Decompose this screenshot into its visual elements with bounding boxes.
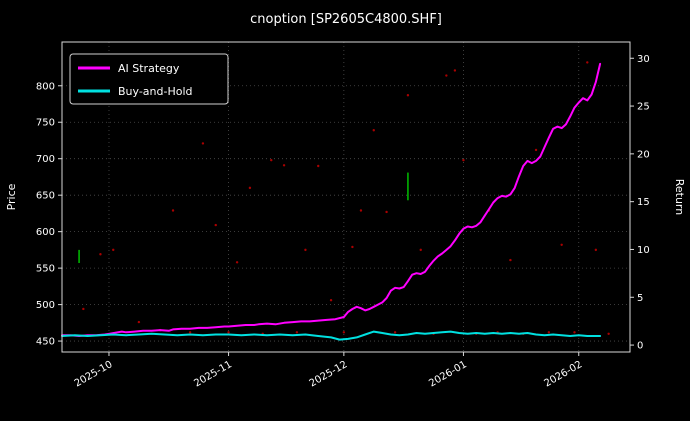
right-axis-label: Return — [673, 179, 686, 216]
chart-gridlines — [62, 42, 630, 352]
scatter-dot — [295, 331, 299, 334]
scatter-dot — [462, 158, 465, 162]
scatter-dot — [329, 299, 333, 302]
tick-label-right: 25 — [637, 102, 650, 113]
tick-label-x: 2025-12 — [308, 359, 350, 389]
tick-label-left: 600 — [36, 227, 55, 238]
scatter-dot — [227, 331, 230, 334]
series-line-buy-and-hold — [61, 330, 602, 341]
series-lines-layer — [61, 62, 602, 341]
scatter-dot — [573, 331, 576, 334]
tick-label-left: 550 — [36, 264, 55, 275]
tick-label-left: 500 — [36, 300, 55, 311]
scatter-dot — [419, 248, 422, 252]
scatter-dot — [509, 258, 512, 262]
event-marks-layer — [78, 172, 409, 264]
scatter-dot — [282, 164, 286, 167]
scatter-dot — [304, 248, 307, 252]
chart-legend: AI Strategy Buy-and-Hold — [69, 53, 229, 105]
tick-label-x: 2026-02 — [543, 359, 585, 389]
scatter-dot — [248, 186, 252, 190]
scatter-dot — [453, 69, 457, 72]
legend-label-ai-strategy: AI Strategy — [118, 62, 180, 75]
scatter-dot — [214, 223, 217, 227]
tick-label-right: 5 — [637, 293, 643, 304]
chart-title: cnoption [SP2605C4800.SHF] — [250, 12, 442, 27]
scatter-dot — [317, 164, 320, 168]
scatter-dot — [359, 209, 363, 212]
tick-label-x: 2025-10 — [73, 359, 115, 389]
scatter-dot — [560, 243, 563, 246]
scatter-dot — [385, 210, 388, 214]
tick-label-right: 10 — [637, 245, 650, 256]
tick-label-right: 20 — [637, 149, 650, 160]
plot-border — [61, 41, 631, 353]
tick-label-left: 700 — [36, 154, 55, 165]
tick-label-left: 650 — [36, 191, 55, 202]
scatter-dot — [445, 74, 448, 77]
scatter-dot — [201, 142, 205, 145]
scatter-dot — [351, 245, 354, 249]
scatter-dot — [393, 331, 397, 334]
scatter-dot — [594, 248, 598, 252]
scatter-dot — [534, 148, 538, 152]
scatter-dot — [406, 94, 410, 97]
tick-label-left: 750 — [36, 118, 55, 129]
left-axis-label: Price — [5, 183, 18, 210]
scatter-dot — [372, 129, 375, 132]
tick-label-x: 2026-01 — [427, 359, 469, 389]
tick-label-right: 30 — [637, 54, 650, 65]
legend-label-buy-and-hold: Buy-and-Hold — [118, 85, 193, 98]
tick-label-left: 800 — [36, 81, 55, 92]
scatter-dot — [607, 332, 610, 335]
tick-label-right: 15 — [637, 197, 650, 208]
scatter-dot — [171, 209, 175, 212]
scatter-dot — [342, 331, 346, 334]
tick-label-x: 2025-11 — [192, 359, 234, 389]
tick-label-right: 0 — [637, 341, 643, 352]
scatter-dot — [235, 261, 239, 264]
scatter-dot — [112, 248, 115, 252]
series-line-ai-strategy — [61, 62, 602, 337]
scatter-dot — [99, 253, 102, 256]
scatter-dot — [188, 331, 192, 334]
legend-item-buy-and-hold: Buy-and-Hold — [78, 85, 193, 98]
scatter-dot — [586, 61, 589, 64]
scatter-dot — [137, 320, 141, 324]
scatter-dot — [82, 307, 85, 311]
scatter-dot — [547, 331, 551, 334]
tick-label-left: 450 — [36, 337, 55, 348]
legend-item-ai-strategy: AI Strategy — [78, 62, 180, 75]
scatter-dot — [270, 158, 273, 162]
